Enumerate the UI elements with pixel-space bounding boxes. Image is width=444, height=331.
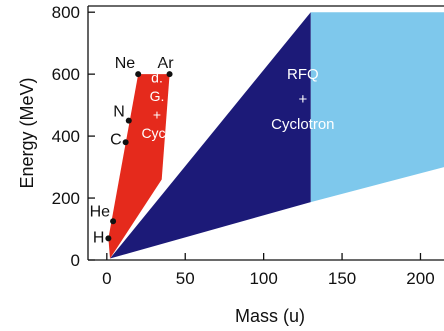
- region-rfq-cyclotron: [110, 12, 311, 259]
- point-label-h: H: [93, 229, 105, 246]
- region-label-line: Cycl.: [141, 125, 172, 141]
- y-tick-label: 400: [52, 127, 80, 146]
- data-point-c: [122, 139, 129, 146]
- x-axis-title: Mass (u): [235, 306, 305, 326]
- x-tick-label: 100: [249, 269, 277, 288]
- chart-marks: H He CN Ne Ar: [90, 55, 175, 246]
- data-point-ne: [135, 71, 142, 78]
- region-label-line: d.: [151, 69, 163, 85]
- chart-labels: RFQ + Cyclotron V. d. G. + Cycl.: [141, 51, 334, 141]
- chart-regions: [108, 12, 444, 259]
- point-label-he: He: [90, 203, 111, 220]
- y-tick-label: 600: [52, 65, 80, 84]
- x-tick-label: 200: [406, 269, 434, 288]
- y-axis-title: Energy (MeV): [17, 77, 37, 188]
- region-label-line: RFQ: [287, 66, 319, 83]
- region-label-line: +: [298, 91, 307, 108]
- region-v-d-g-cycl: [108, 74, 170, 259]
- point-label-ne: Ne: [115, 55, 136, 72]
- data-point-n: [125, 117, 132, 124]
- region-label-line: V.: [151, 51, 163, 67]
- y-tick-label: 800: [52, 3, 80, 22]
- point-label-c: C: [110, 131, 122, 148]
- region-label-line: G.: [150, 88, 165, 104]
- x-tick-label: 150: [328, 269, 356, 288]
- point-label-ar: Ar: [158, 55, 175, 72]
- y-tick-label: 0: [71, 251, 80, 270]
- region-label-line: +: [153, 106, 161, 122]
- x-tick-label: 50: [176, 269, 195, 288]
- data-point-he: [110, 218, 117, 225]
- data-point-ar: [166, 71, 173, 78]
- point-label-n: N: [113, 104, 125, 121]
- region-cyclotron: [310, 12, 444, 203]
- x-tick-label: 0: [102, 269, 111, 288]
- region-label-line: Cyclotron: [271, 116, 334, 133]
- y-tick-label: 200: [52, 189, 80, 208]
- data-point-h: [105, 235, 112, 242]
- chart-axes: 0 200 400 600 800 0 50 100 150 200: [52, 3, 444, 288]
